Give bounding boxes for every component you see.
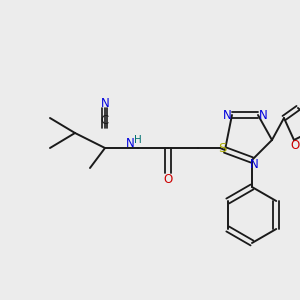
Text: N: N <box>223 109 231 122</box>
Text: O: O <box>164 173 172 187</box>
Text: H: H <box>134 135 142 145</box>
Text: C: C <box>101 113 109 127</box>
Text: O: O <box>290 139 300 152</box>
Text: S: S <box>218 142 226 154</box>
Text: N: N <box>126 136 134 149</box>
Text: N: N <box>100 97 109 110</box>
Text: N: N <box>259 109 267 122</box>
Text: N: N <box>250 158 258 172</box>
